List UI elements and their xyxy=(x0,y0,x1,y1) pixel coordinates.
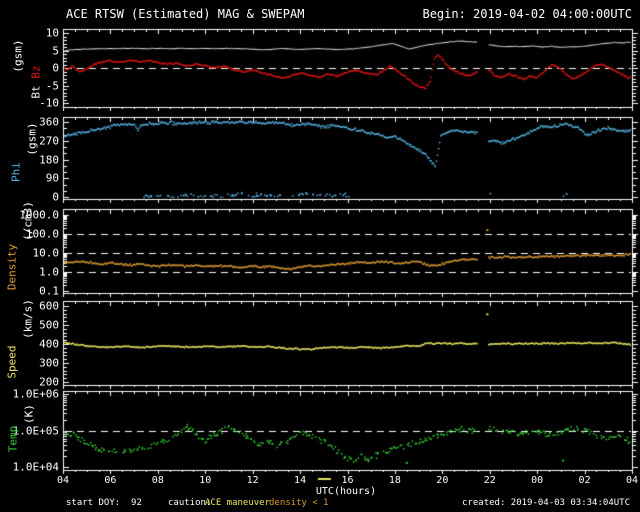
y-tick-label-phi: 180 xyxy=(39,153,59,166)
panel-ylabel-part: Bt xyxy=(29,78,43,99)
y-tick-label-speed: 200 xyxy=(39,375,59,389)
panel-yunit-mag: (gsm) xyxy=(11,39,25,73)
y-tick-label-temp: 1.0E+05 xyxy=(12,424,59,437)
x-tick-label: 04 xyxy=(56,475,70,486)
x-tick-label: 10 xyxy=(199,475,212,486)
x-tick-label: 18 xyxy=(388,475,401,486)
y-tick-label-density: 100.0 xyxy=(25,227,59,241)
panel-yunit-density: (/cm3) xyxy=(21,201,35,241)
panel-ylabel-part: Bz xyxy=(29,65,43,79)
x-tick-label: 20 xyxy=(436,475,449,486)
x-axis-label: UTC(hours) xyxy=(315,486,377,497)
x-tick-label: 06 xyxy=(104,475,117,486)
panel-ylabel-density: Density xyxy=(5,243,19,291)
footer-created-timestamp: created: 2019-04-03 03:34:04UTC xyxy=(462,498,630,508)
y-tick-label-density: 0.1 xyxy=(39,284,59,298)
y-tick-label-speed: 400 xyxy=(39,337,59,351)
y-tick-label-mag: 5 xyxy=(52,44,59,57)
footer-start-doy: start DOY: 92 xyxy=(66,498,142,508)
x-tick-label: 16 xyxy=(341,475,354,486)
footer-caution-label: caution: xyxy=(168,498,212,508)
panel-ylabel-temp: Temp xyxy=(6,425,20,453)
panel-ylabel-mag: Bt Bz xyxy=(29,65,43,99)
y-tick-label-phi: 90 xyxy=(45,171,59,185)
panel-ylabel-part: Temp xyxy=(6,425,20,453)
y-tick-label-mag: 0 xyxy=(52,61,59,75)
y-tick-label-phi: 0 xyxy=(52,190,59,204)
x-tick-label: 00 xyxy=(531,475,544,486)
y-tick-label-mag: 10 xyxy=(45,26,59,40)
panel-yunit-speed: (km/s) xyxy=(21,299,35,339)
y-tick-label-speed: 500 xyxy=(39,318,59,332)
y-tick-label-mag: -10 xyxy=(39,96,59,110)
panel-ylabel-part: Density xyxy=(5,243,19,291)
y-tick-label-density: 1.0 xyxy=(39,265,59,279)
y-tick-label-density: 1000.0 xyxy=(19,208,59,222)
x-tick-label: 22 xyxy=(483,475,496,486)
y-tick-label-temp: 1.0E+06 xyxy=(12,387,59,401)
x-tick-label: 04 xyxy=(625,475,639,486)
page-title: ACE RTSW (Estimated) MAG & SWEPAM xyxy=(66,7,305,21)
y-tick-label-speed: 300 xyxy=(39,356,59,370)
y-tick-label-phi: 360 xyxy=(39,115,59,129)
y-tick-label-mag: -5 xyxy=(45,79,59,92)
panel-ylabel-part: Speed xyxy=(5,345,19,379)
y-tick-label-speed: 600 xyxy=(39,299,59,313)
footer-density-caution: density < 1 xyxy=(269,498,329,508)
panel-yunit-temp: (K) xyxy=(22,404,36,424)
x-tick-label: 14 xyxy=(294,475,307,486)
y-tick-label-temp: 1.0E+04 xyxy=(12,460,59,474)
y-tick-label-density: 10.0 xyxy=(32,246,60,260)
panel-ylabel-part: Phi xyxy=(9,162,23,182)
y-tick-label-phi: 270 xyxy=(39,134,59,148)
panel-ylabel-phi: Phi xyxy=(9,162,23,182)
begin-timestamp: Begin: 2019-04-02 04:00:00UTC xyxy=(422,7,632,21)
x-tick-label: 12 xyxy=(246,475,259,486)
x-tick-label: 02 xyxy=(578,475,591,486)
panel-yunit-phi: (gsm) xyxy=(25,122,39,156)
footer-maneuver-caution: ACE maneuver xyxy=(205,498,271,508)
x-tick-label: 08 xyxy=(151,475,164,486)
panel-ylabel-speed: Speed xyxy=(5,345,19,379)
